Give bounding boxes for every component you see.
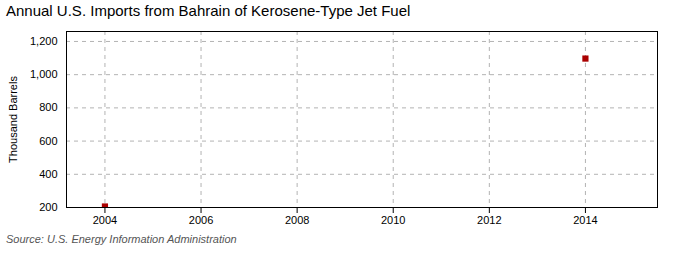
html-text:Source: U.S. Energy Informatio: Source: U.S. Energy Information Administ… bbox=[6, 233, 237, 245]
svg-text:400: 400 bbox=[39, 168, 57, 180]
svg-text:2014: 2014 bbox=[573, 214, 597, 226]
svg-text:2012: 2012 bbox=[477, 214, 501, 226]
svg-text:600: 600 bbox=[39, 135, 57, 147]
svg-text:2006: 2006 bbox=[189, 214, 213, 226]
svg-text:2004: 2004 bbox=[93, 214, 117, 226]
svg-text:2010: 2010 bbox=[381, 214, 405, 226]
svg-text:1,000: 1,000 bbox=[30, 68, 58, 80]
svg-text:200: 200 bbox=[39, 201, 57, 213]
svg-text:Thousand Barrels: Thousand Barrels bbox=[7, 76, 19, 163]
svg-text:2008: 2008 bbox=[285, 214, 309, 226]
html-text:Annual U.S. Imports from Bahra: Annual U.S. Imports from Bahrain of Kero… bbox=[6, 2, 411, 19]
svg-text:1,200: 1,200 bbox=[30, 35, 58, 47]
svg-text:800: 800 bbox=[39, 101, 57, 113]
